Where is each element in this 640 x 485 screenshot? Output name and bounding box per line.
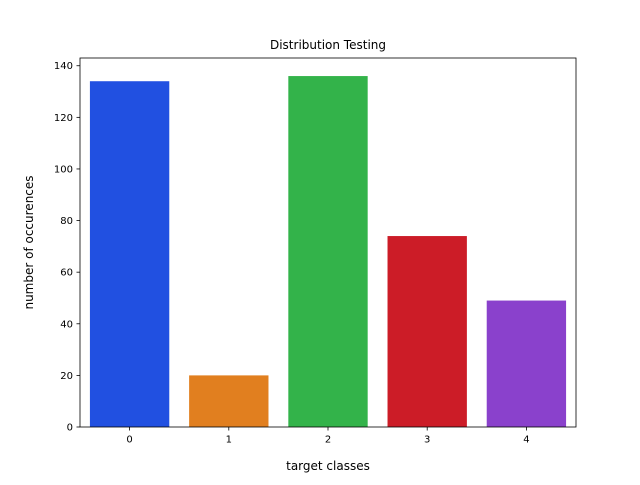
bar-class-2 [288, 76, 368, 427]
x-tick-label: 2 [325, 435, 331, 446]
plot-frame [79, 57, 577, 428]
y-tick-label: 140 [54, 61, 73, 72]
bar-class-3 [387, 236, 467, 427]
y-tick-label: 120 [54, 113, 73, 124]
y-tick-label: 20 [60, 371, 73, 382]
y-ticks-layer: 0 20 40 60 80 100 120 140 [54, 61, 80, 434]
x-tick-label: 3 [424, 435, 430, 446]
chart-title: Distribution Testing [270, 38, 386, 52]
y-tick-label: 0 [67, 423, 73, 434]
bar-class-4 [486, 300, 567, 427]
y-tick-label: 40 [60, 319, 73, 330]
bars-layer [89, 76, 567, 427]
x-tick-label: 4 [523, 435, 529, 446]
y-axis-label: number of occurences [22, 175, 36, 309]
x-tick-label: 1 [226, 435, 232, 446]
x-axis-label: target classes [286, 459, 370, 473]
x-tick-label: 0 [126, 435, 132, 446]
bar-class-0 [89, 81, 170, 427]
bar-class-1 [189, 375, 269, 427]
y-tick-label: 60 [60, 268, 73, 279]
x-ticks-layer: 0 1 2 3 4 [126, 427, 530, 446]
y-tick-label: 100 [54, 164, 73, 175]
y-tick-label: 80 [60, 216, 73, 227]
